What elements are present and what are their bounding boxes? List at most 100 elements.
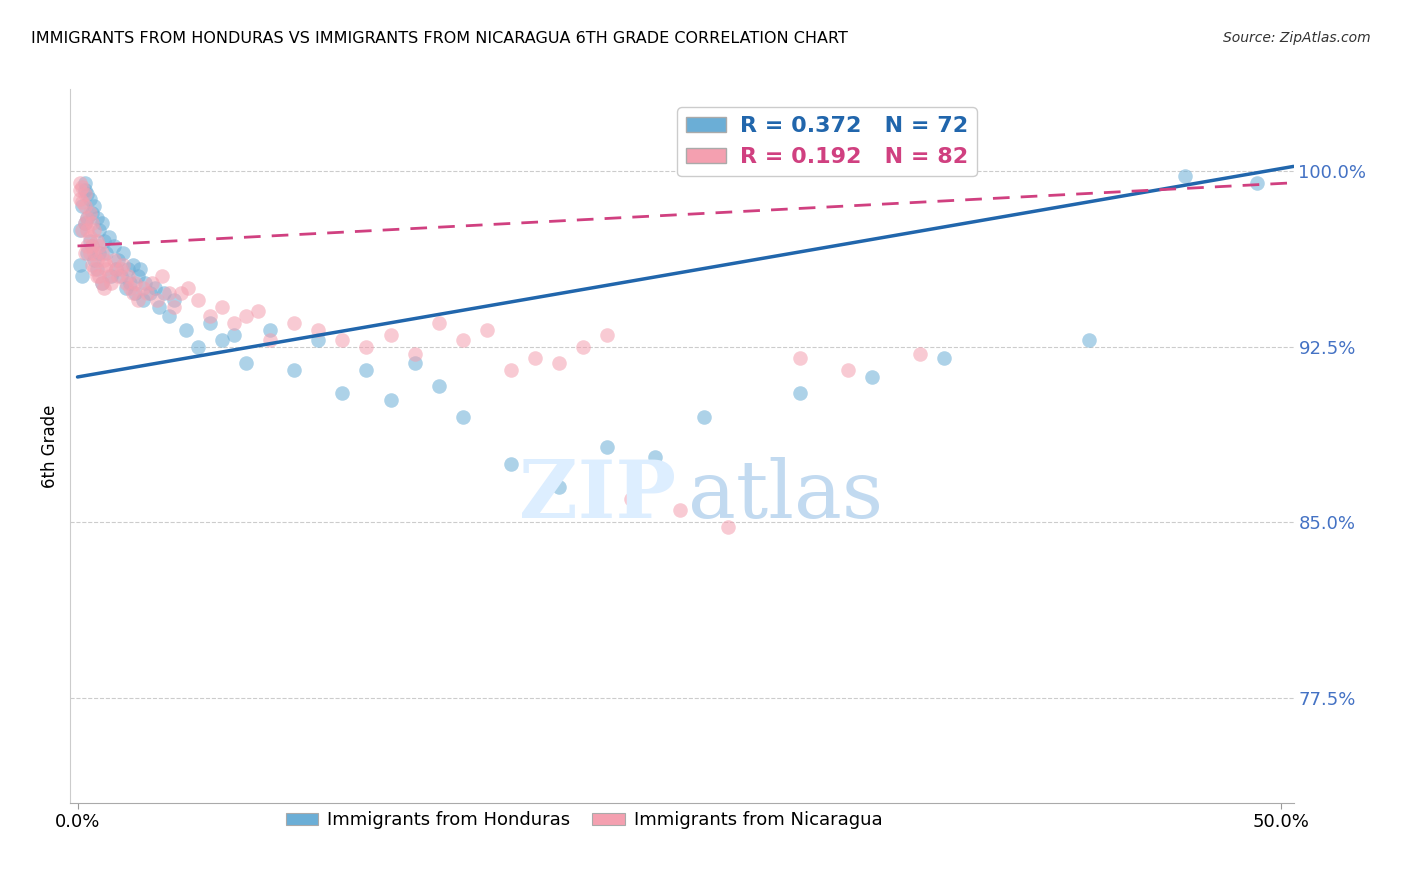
Point xyxy=(139,285,162,300)
Point xyxy=(427,316,450,330)
Point xyxy=(72,194,94,209)
Point xyxy=(717,519,740,533)
Point xyxy=(80,258,103,272)
Point xyxy=(90,216,112,230)
Point xyxy=(86,211,108,225)
Point xyxy=(187,293,209,307)
Point xyxy=(356,363,378,377)
Point xyxy=(222,316,245,330)
Point xyxy=(79,234,101,248)
Point xyxy=(134,277,156,291)
Point xyxy=(475,323,498,337)
Point xyxy=(73,187,96,202)
Point xyxy=(103,239,125,253)
Point xyxy=(259,323,281,337)
Point xyxy=(79,246,101,260)
Point xyxy=(620,491,643,506)
Point xyxy=(146,293,169,307)
Point xyxy=(572,340,595,354)
Point xyxy=(86,269,108,284)
Point xyxy=(117,269,139,284)
Point xyxy=(1077,333,1099,347)
Point xyxy=(89,246,111,260)
Point xyxy=(124,277,146,291)
Point xyxy=(596,440,619,454)
Point xyxy=(644,450,666,464)
Point xyxy=(307,333,329,347)
Point xyxy=(153,285,176,300)
Point xyxy=(69,183,91,197)
Point xyxy=(86,252,108,267)
Point xyxy=(163,293,186,307)
Point xyxy=(122,258,145,272)
Point xyxy=(76,211,98,225)
Point xyxy=(174,323,197,337)
Point xyxy=(107,252,129,267)
Point xyxy=(157,285,180,300)
Point xyxy=(120,277,142,291)
Point xyxy=(187,340,209,354)
Point xyxy=(127,269,149,284)
Point xyxy=(90,277,112,291)
Point xyxy=(69,222,91,236)
Point xyxy=(124,285,146,300)
Point xyxy=(451,409,474,424)
Text: IMMIGRANTS FROM HONDURAS VS IMMIGRANTS FROM NICARAGUA 6TH GRADE CORRELATION CHAR: IMMIGRANTS FROM HONDURAS VS IMMIGRANTS F… xyxy=(31,31,848,46)
Point xyxy=(79,206,101,220)
Point xyxy=(93,234,115,248)
Point xyxy=(198,309,221,323)
Point xyxy=(235,309,257,323)
Point xyxy=(96,258,118,272)
Point xyxy=(112,258,135,272)
Point xyxy=(96,246,118,260)
Point xyxy=(93,252,115,267)
Point xyxy=(89,269,111,284)
Point xyxy=(110,269,132,284)
Point xyxy=(69,176,91,190)
Point xyxy=(427,379,450,393)
Point xyxy=(524,351,547,366)
Text: atlas: atlas xyxy=(688,457,883,535)
Text: ZIP: ZIP xyxy=(519,457,676,535)
Point xyxy=(73,183,96,197)
Point xyxy=(141,277,163,291)
Point xyxy=(112,246,135,260)
Point xyxy=(548,356,571,370)
Point xyxy=(131,281,153,295)
Point xyxy=(837,363,859,377)
Point xyxy=(69,192,91,206)
Point xyxy=(76,246,98,260)
Point xyxy=(789,386,811,401)
Point xyxy=(332,386,354,401)
Point xyxy=(107,269,129,284)
Point xyxy=(404,346,426,360)
Point xyxy=(110,262,132,277)
Point xyxy=(100,269,122,284)
Point xyxy=(79,192,101,206)
Point xyxy=(89,239,111,253)
Point xyxy=(89,222,111,236)
Point xyxy=(136,285,159,300)
Point xyxy=(283,363,305,377)
Point xyxy=(120,281,142,295)
Point xyxy=(131,293,153,307)
Point xyxy=(105,262,128,277)
Point xyxy=(235,356,257,370)
Point xyxy=(103,252,125,267)
Point xyxy=(83,262,105,277)
Point xyxy=(404,356,426,370)
Point xyxy=(247,304,270,318)
Point xyxy=(127,293,149,307)
Point xyxy=(72,222,94,236)
Point xyxy=(73,216,96,230)
Point xyxy=(910,346,932,360)
Point xyxy=(380,327,402,342)
Point xyxy=(80,239,103,253)
Point xyxy=(76,222,98,236)
Point xyxy=(332,333,354,347)
Point xyxy=(73,246,96,260)
Point xyxy=(83,199,105,213)
Point xyxy=(548,480,571,494)
Point xyxy=(117,262,139,277)
Point xyxy=(222,327,245,342)
